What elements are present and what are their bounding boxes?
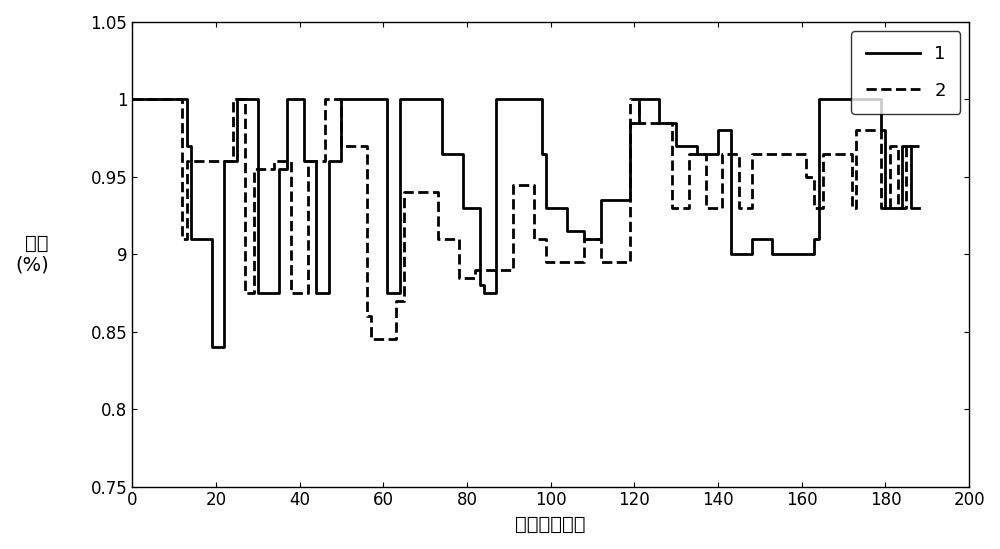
Legend: 1, 2: 1, 2 [851,31,960,114]
1 [913,205,925,211]
2 [126,96,138,103]
2 [365,336,377,343]
1 [875,96,887,103]
Line: 2: 2 [132,99,919,339]
1 [624,197,636,203]
2 [683,150,695,157]
1 [126,96,138,103]
2 [666,119,678,126]
Line: 1: 1 [132,99,919,347]
2 [913,143,925,149]
1 [670,119,682,126]
2 [507,181,519,188]
Y-axis label: 精度
(%): 精度 (%) [15,234,49,275]
2 [633,119,645,126]
1 [595,197,607,203]
2 [875,127,887,134]
X-axis label: 划分单元编号: 划分单元编号 [515,515,586,534]
1 [478,290,490,296]
2 [716,205,728,211]
1 [206,344,218,350]
1 [633,96,645,103]
